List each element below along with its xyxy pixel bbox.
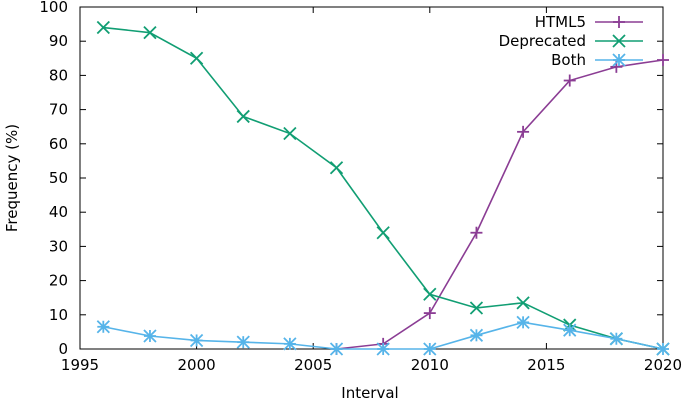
data-point [283,337,297,351]
y-tick-label: 30 [49,237,68,255]
x-tick-label: 2010 [411,356,449,374]
data-point [516,296,530,310]
x-tick-label: 1995 [61,356,99,374]
series-layer [96,20,670,356]
series-html5 [330,54,669,355]
data-point [189,333,204,348]
y-tick-label: 0 [58,340,68,358]
legend-marker [612,34,626,48]
x-axis-ticks: 1995 2000 2005 2010 2015 2020 [61,7,682,374]
data-point [563,74,576,87]
legend-item-both: Both [551,51,643,69]
series-line [103,26,664,350]
data-point [376,342,390,356]
data-point [189,51,204,65]
series-line [336,59,664,350]
data-point [329,342,344,356]
data-point [470,226,483,239]
data-point [423,287,437,301]
x-tick-label: 2000 [178,356,216,374]
y-tick-label: 80 [49,66,68,84]
data-point [469,301,484,315]
data-point [423,342,437,356]
data-point [516,315,530,329]
series-deprecated [96,20,670,356]
y-tick-label: 100 [39,0,68,16]
data-point [657,54,669,67]
legend-label: Both [551,51,586,69]
data-point [656,342,670,356]
y-tick-label: 60 [49,135,68,153]
y-axis-label: Frequency (%) [3,124,21,232]
data-point [517,125,530,138]
data-point [236,109,250,124]
legend-label: Deprecated [499,32,586,50]
x-tick-label: 2005 [294,356,332,374]
legend-marker [613,16,625,28]
x-tick-label: 2020 [644,356,682,374]
data-point [609,332,623,346]
y-tick-label: 40 [49,203,68,221]
data-point [143,26,157,40]
legend-label: HTML5 [535,13,586,31]
x-tick-label: 2015 [527,356,565,374]
data-point [143,329,157,343]
y-tick-label: 90 [49,32,68,50]
data-point [96,20,110,35]
y-tick-label: 70 [49,101,68,119]
data-point [423,307,436,320]
data-point [376,226,390,240]
data-point [283,126,297,141]
data-point [329,161,344,175]
y-tick-label: 10 [49,306,68,324]
y-axis-ticks: 0 10 20 30 40 50 60 70 80 90 100 [39,0,663,358]
data-point [469,328,484,342]
y-tick-label: 20 [49,272,68,290]
data-point [236,335,250,349]
x-axis-label: Interval [341,384,398,402]
y-tick-label: 50 [49,169,68,187]
data-point [96,320,110,334]
data-point [563,323,577,337]
series-both [96,315,670,356]
legend-marker [612,53,626,67]
legend-item-deprecated: Deprecated [499,32,643,50]
legend-item-html5: HTML5 [535,13,643,31]
